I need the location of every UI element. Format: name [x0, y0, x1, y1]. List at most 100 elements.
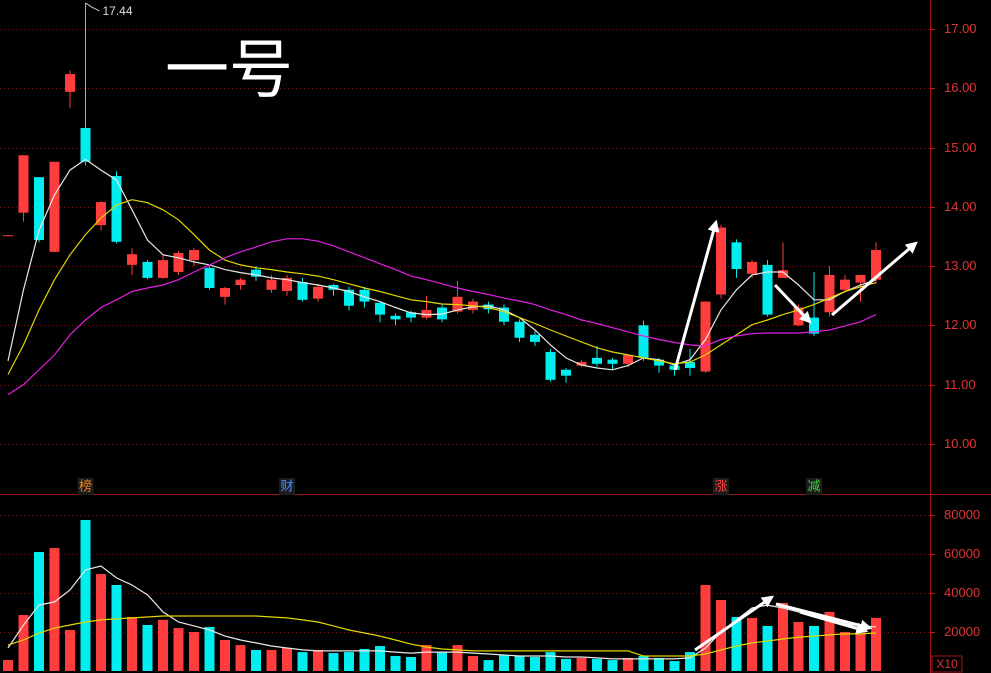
candle-body [607, 359, 618, 364]
volume-bar [297, 652, 308, 671]
candle-body [561, 369, 571, 376]
candle-body [251, 269, 261, 277]
candle-body [313, 286, 323, 299]
volume-bar [344, 652, 354, 671]
volume-bar [375, 646, 385, 671]
ma-line [7, 158, 877, 371]
arrows [673, 219, 918, 652]
candle-body [344, 289, 354, 306]
candle-body [158, 260, 168, 278]
candle-body [359, 289, 370, 302]
volume-bar [607, 660, 618, 671]
y-tick-label: 16.00 [944, 80, 977, 95]
candle-body [18, 155, 29, 213]
volume-bar [266, 649, 277, 671]
volume-bar [793, 622, 804, 671]
volume-bar [452, 645, 463, 671]
volume-bar [421, 645, 432, 671]
candle-body [34, 177, 44, 240]
candle-body [747, 261, 757, 274]
volume-bar [437, 652, 447, 671]
y-tick-label: 40000 [944, 585, 980, 600]
chart-title: 一号 [165, 34, 293, 106]
y-tick-label: 15.00 [944, 140, 977, 155]
candle-body [297, 282, 308, 300]
volume-bar [623, 657, 633, 671]
y-tick-label: 20000 [944, 624, 980, 639]
volume-bar [762, 625, 773, 671]
candle-body [65, 74, 75, 92]
candle-body [406, 312, 416, 318]
volume-bar [824, 611, 835, 671]
volume-bar [468, 655, 478, 671]
volume-bar [778, 602, 788, 671]
candle-body [871, 250, 881, 280]
volume-bar [576, 657, 587, 671]
volume-bar [561, 658, 571, 671]
volume-bar [173, 628, 184, 671]
candle-body [96, 202, 106, 226]
volume-bar [96, 574, 106, 671]
y-tick-label: 11.00 [944, 377, 976, 392]
candle-body [809, 317, 819, 334]
arrow [773, 283, 812, 324]
marker-box [279, 478, 295, 495]
volume-bar [3, 660, 13, 671]
candle-body [220, 287, 230, 297]
y-tick-label: 12.00 [944, 317, 977, 332]
candle-body [716, 227, 726, 295]
volume-bar [483, 660, 494, 671]
volume-bar [855, 633, 866, 671]
candle-body [437, 307, 447, 320]
candle-body [375, 302, 385, 315]
volume-bar [49, 548, 60, 671]
ma-line [7, 199, 877, 375]
marker-box [713, 478, 729, 495]
candle-body [840, 279, 850, 290]
candle-body [390, 315, 401, 320]
volume-bar [204, 626, 215, 671]
volume-bar [142, 624, 153, 671]
volume-bar [731, 616, 742, 671]
volume-bar [716, 599, 726, 671]
y-tick-label: 10.00 [944, 436, 977, 451]
candle-body [700, 301, 711, 372]
volume-bar [80, 519, 91, 671]
volume-bar [18, 615, 29, 671]
arrow [775, 602, 873, 632]
candle-body [545, 351, 556, 380]
scale-box [931, 655, 963, 673]
annotation-leader [85, 2, 100, 12]
candle-body [638, 325, 649, 358]
volume-bar [220, 639, 230, 671]
candle-body [855, 274, 866, 283]
arrow [673, 219, 720, 371]
marker: 榜 [79, 478, 92, 493]
candle-body [731, 242, 742, 270]
candle-body [499, 307, 509, 322]
candle-body [80, 127, 91, 162]
volume-bar [700, 584, 711, 671]
volume-bar [840, 631, 850, 671]
volume-bar [654, 657, 664, 671]
ma-line [7, 615, 877, 657]
candle-body [576, 362, 587, 366]
volume-bar [638, 655, 649, 671]
y-tick-label: 80000 [944, 507, 980, 522]
volume-bar [669, 661, 680, 671]
volume-bar [809, 625, 819, 671]
candle-body [623, 354, 633, 364]
candle-body [111, 175, 122, 242]
candle-body [328, 285, 339, 290]
candle-body [793, 307, 804, 326]
volume-bar [871, 617, 881, 671]
volume-bar [530, 656, 540, 671]
volume-bar [313, 649, 323, 671]
volume-bar [359, 648, 370, 671]
candle-body [204, 267, 215, 288]
volume-bar [282, 647, 292, 671]
candle-body [127, 254, 137, 265]
